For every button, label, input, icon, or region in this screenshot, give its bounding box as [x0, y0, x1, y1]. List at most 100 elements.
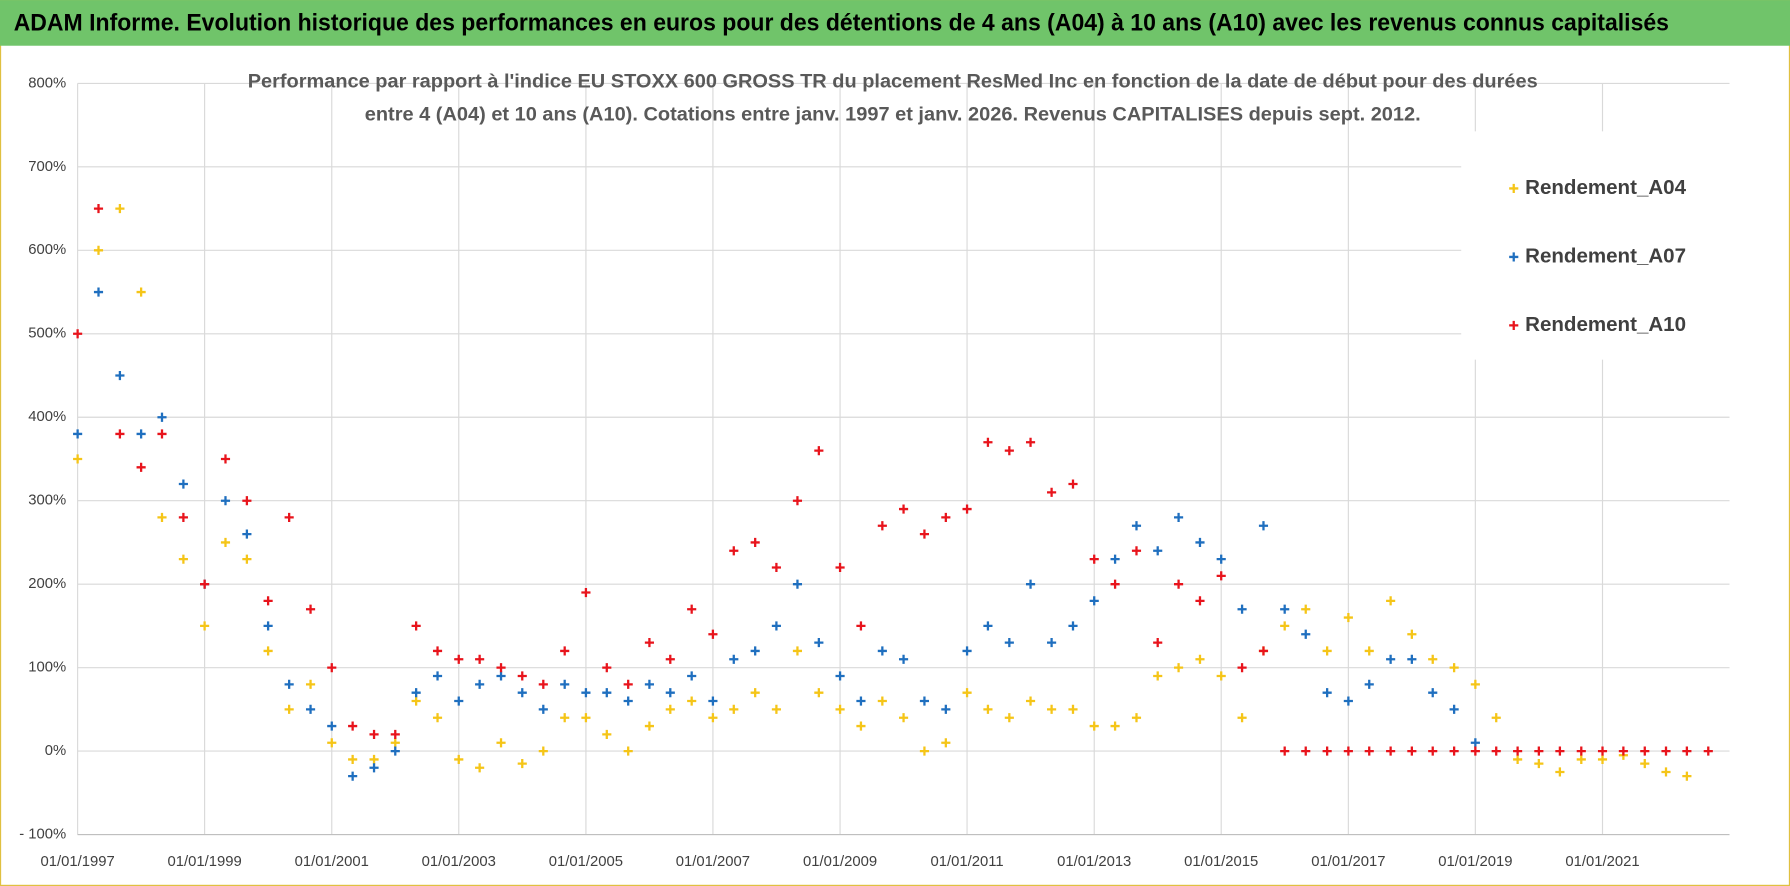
point: [919, 746, 930, 756]
point: [1322, 688, 1332, 698]
point: [93, 245, 104, 255]
point: [1343, 612, 1353, 623]
point: [1047, 638, 1057, 648]
point: [560, 646, 570, 656]
point: [877, 696, 887, 706]
point: [157, 429, 167, 439]
point: [115, 429, 125, 439]
point: [1301, 604, 1311, 614]
legend-box: [1461, 131, 1730, 360]
point: [983, 621, 993, 631]
x-tick-label: 01/01/2009: [803, 854, 877, 870]
point: [1174, 663, 1184, 673]
point: [1428, 746, 1438, 756]
point: [814, 688, 824, 698]
point: [771, 562, 781, 573]
point: [454, 696, 464, 706]
point: [1258, 521, 1269, 531]
point: [919, 529, 930, 539]
point: [73, 429, 83, 439]
point: [327, 738, 337, 748]
y-tick-label: 100%: [28, 660, 66, 676]
point: [220, 454, 231, 464]
point: [348, 721, 358, 731]
point: [729, 654, 739, 664]
point: [200, 579, 210, 589]
point: [1470, 679, 1480, 689]
point: [1470, 738, 1480, 748]
point: [792, 579, 803, 589]
point: [1280, 621, 1290, 631]
point: [1025, 437, 1036, 447]
point: [475, 679, 485, 689]
point: [115, 204, 125, 214]
point: [560, 679, 570, 689]
point: [1407, 629, 1417, 639]
point: [1068, 621, 1078, 631]
point: [1703, 746, 1713, 756]
point: [1216, 671, 1226, 681]
y-tick-label: 300%: [28, 493, 66, 509]
point: [496, 671, 506, 681]
point: [284, 512, 294, 522]
point: [1407, 746, 1417, 756]
point: [1089, 721, 1099, 731]
point: [1110, 721, 1120, 731]
point: [1047, 487, 1057, 497]
point: [517, 688, 527, 698]
point: [1386, 654, 1396, 664]
point: [623, 696, 633, 706]
point: [348, 754, 358, 765]
point: [1428, 688, 1438, 698]
point: [411, 696, 421, 706]
point: [1386, 596, 1396, 606]
point: [1682, 771, 1692, 781]
point: [263, 621, 273, 631]
point: [284, 704, 294, 714]
header-bar: [0, 0, 1790, 46]
point: [1640, 759, 1650, 769]
x-tick-label: 01/01/2013: [1057, 854, 1131, 870]
point: [962, 646, 972, 656]
point: [877, 521, 887, 531]
point: [814, 638, 824, 648]
point: [1258, 646, 1269, 656]
point: [771, 621, 781, 631]
point: [1682, 746, 1692, 756]
point: [898, 654, 909, 664]
point: [581, 713, 591, 723]
point: [1153, 671, 1163, 681]
x-tick-label: 01/01/2017: [1311, 854, 1385, 870]
point: [454, 754, 464, 765]
point: [644, 679, 654, 689]
point: [1004, 713, 1014, 723]
point: [1576, 754, 1586, 765]
point: [962, 504, 972, 514]
point: [1237, 604, 1247, 614]
point: [644, 721, 654, 731]
point: [1068, 704, 1078, 714]
point: [220, 537, 231, 548]
point: [305, 704, 316, 714]
x-tick-label: 01/01/2007: [676, 854, 750, 870]
point: [1322, 746, 1332, 756]
point: [157, 412, 167, 422]
point: [1513, 746, 1523, 756]
point: [581, 688, 591, 698]
point: [1025, 579, 1036, 589]
point: [1195, 654, 1205, 664]
point: [1089, 596, 1099, 606]
point: [1449, 663, 1459, 673]
point: [581, 587, 591, 598]
point: [687, 671, 697, 681]
legend-marker: [1509, 252, 1519, 262]
point: [73, 454, 83, 464]
point: [856, 696, 866, 706]
point: [454, 654, 464, 664]
legend-marker: [1509, 183, 1519, 193]
point: [1004, 638, 1014, 648]
point: [1386, 746, 1396, 756]
point: [1110, 554, 1120, 564]
point: [1004, 446, 1014, 456]
